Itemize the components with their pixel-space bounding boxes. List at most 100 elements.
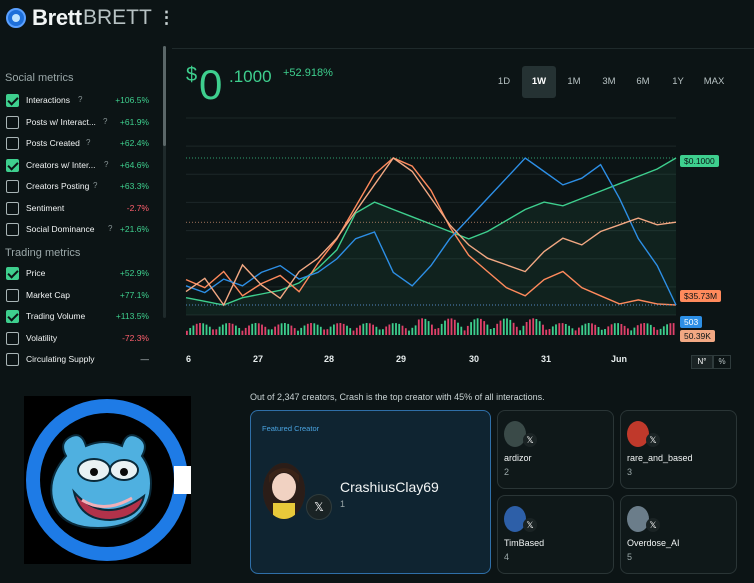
volume-bar: [368, 323, 371, 335]
volume-bar: [329, 326, 332, 335]
volume-bar: [189, 328, 192, 335]
volume-bar: [382, 329, 384, 335]
volume-bar: [444, 320, 446, 335]
help-icon[interactable]: ?: [86, 138, 91, 147]
series-last-value-tag: 50.39K: [680, 330, 715, 342]
help-icon[interactable]: ?: [93, 181, 98, 190]
volume-bar: [362, 323, 365, 335]
metric-checkbox[interactable]: [6, 115, 19, 129]
timeframe-6m[interactable]: 6M: [636, 76, 650, 87]
metrics-chart: [185, 117, 677, 335]
metric-checkbox[interactable]: [6, 310, 19, 323]
volume-bar: [538, 321, 541, 335]
featured-creator-card[interactable]: Featured Creator 𝕏 CrashiusClay69 1: [250, 410, 491, 574]
metric-checkbox[interactable]: [6, 158, 19, 172]
metric-change: +64.6%: [119, 159, 149, 170]
volume-bar: [404, 328, 407, 335]
metric-label: Social Dominance: [26, 224, 95, 234]
volume-bar: [558, 323, 561, 335]
price-fraction: .1000: [229, 67, 272, 86]
social-metrics-title: Social metrics: [5, 72, 74, 84]
percent-toggle-button[interactable]: %: [713, 355, 731, 369]
creator-rank: 3: [627, 467, 633, 477]
sidebar-scrollbar-thumb[interactable]: [163, 46, 166, 146]
metric-change: +63.3%: [119, 181, 149, 191]
volume-bar: [607, 326, 610, 335]
creator-name: ardizor: [504, 453, 532, 463]
volume-bar: [218, 326, 221, 335]
metric-row[interactable]: Social Dominance? +21.6%: [6, 222, 149, 238]
timeframe-3m[interactable]: 3M: [602, 76, 616, 87]
metric-change: -2.7%: [126, 202, 149, 213]
timeframe-1y[interactable]: 1Y: [672, 76, 684, 87]
metric-checkbox[interactable]: [6, 94, 19, 107]
metric-row[interactable]: Circulating Supply —: [6, 352, 149, 368]
metric-row[interactable]: Price +52.9%: [6, 266, 149, 282]
help-icon[interactable]: ?: [108, 224, 113, 233]
metric-change: +113.5%: [115, 311, 149, 321]
volume-bar: [483, 321, 486, 335]
metric-change: +62.4%: [119, 138, 149, 148]
metric-row[interactable]: Creators w/ Inter...? +64.6%: [6, 158, 149, 174]
volume-bar: [398, 323, 401, 335]
volume-bar: [529, 319, 531, 335]
creator-card[interactable]: 𝕏 TimBased 4: [497, 495, 614, 574]
volume-bar: [431, 324, 433, 335]
coin-name: Brett: [32, 5, 82, 30]
absolute-toggle-button[interactable]: N°: [691, 355, 713, 369]
help-icon[interactable]: ?: [104, 159, 109, 169]
metric-checkbox[interactable]: [6, 180, 19, 193]
metric-checkbox[interactable]: [6, 353, 19, 366]
more-menu-icon[interactable]: ⋮: [158, 8, 175, 27]
creator-avatar: [504, 506, 526, 532]
volume-bar: [434, 328, 437, 335]
volume-bar: [613, 323, 616, 335]
volume-bar: [310, 323, 312, 335]
volume-bar: [264, 326, 267, 335]
help-icon[interactable]: ?: [103, 116, 108, 126]
metric-row[interactable]: Trading Volume +113.5%: [6, 309, 149, 325]
metric-row[interactable]: Posts w/ Interact...? +61.9%: [6, 115, 149, 131]
metric-row[interactable]: Posts Created? +62.4%: [6, 136, 149, 152]
metric-row[interactable]: Sentiment -2.7%: [6, 201, 149, 217]
metric-label: Posts w/ Interact...: [26, 116, 96, 127]
timeframe-1m[interactable]: 1M: [567, 76, 581, 87]
sidebar-scrollbar[interactable]: [163, 46, 166, 318]
series-line-0: [185, 157, 677, 306]
metric-row[interactable]: Market Cap +77.1%: [6, 288, 149, 304]
metric-row[interactable]: Creators Posting? +63.3%: [6, 179, 149, 195]
metric-checkbox[interactable]: [6, 288, 19, 302]
volume-bar: [519, 330, 521, 335]
metric-row[interactable]: Volatility -72.3%: [6, 331, 149, 347]
volume-bar: [349, 328, 352, 335]
chart-panel: [172, 48, 754, 384]
volume-bar: [620, 324, 623, 335]
featured-label: Featured Creator: [262, 424, 320, 433]
metric-checkbox[interactable]: [6, 137, 19, 150]
price-whole: 0: [199, 61, 223, 108]
volume-bar: [244, 327, 247, 335]
timeframe-1w[interactable]: 1W: [522, 66, 556, 98]
series-line-1: [185, 157, 677, 306]
volume-bar: [411, 327, 414, 335]
volume-bar: [241, 330, 244, 335]
volume-bar: [391, 323, 394, 335]
volume-bar: [231, 323, 234, 335]
timeframe-1d[interactable]: 1D: [497, 76, 511, 87]
volume-bar: [248, 325, 250, 335]
volume-bar: [280, 323, 283, 335]
metric-checkbox[interactable]: [6, 223, 19, 236]
help-icon[interactable]: ?: [78, 95, 83, 104]
creator-card[interactable]: 𝕏 Overdose_AI 5: [620, 495, 737, 574]
volume-bar: [568, 325, 570, 335]
metric-checkbox[interactable]: [6, 331, 19, 345]
metric-row[interactable]: Interactions? +106.5%: [6, 93, 149, 109]
metric-checkbox[interactable]: [6, 201, 19, 215]
metric-checkbox[interactable]: [6, 267, 19, 280]
volume-bar: [267, 329, 270, 335]
metric-change: +77.1%: [119, 289, 149, 300]
volume-bar: [287, 323, 290, 335]
timeframe-max[interactable]: MAX: [703, 76, 725, 87]
